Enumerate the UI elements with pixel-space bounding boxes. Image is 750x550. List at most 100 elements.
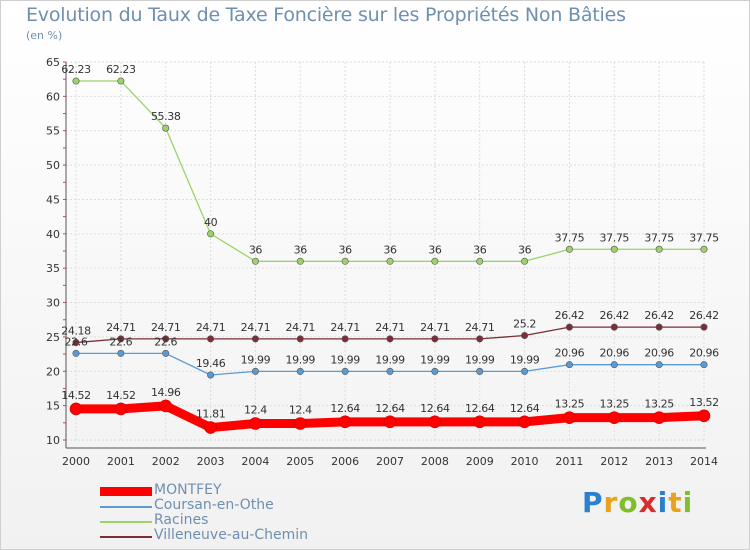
data-point — [428, 415, 442, 429]
x-tick-label: 2006 — [331, 455, 359, 468]
data-label: 13.25 — [555, 398, 585, 411]
data-point — [610, 361, 618, 369]
proxiti-logo: Proxiti — [582, 486, 693, 519]
data-label: 12.4 — [289, 404, 312, 417]
data-label: 12.64 — [420, 402, 450, 415]
x-tick-label: 2000 — [62, 455, 90, 468]
y-tick-label: 25 — [46, 331, 60, 344]
data-label: 19.99 — [286, 353, 316, 366]
data-point — [72, 77, 80, 85]
data-label: 26.42 — [644, 309, 674, 322]
data-label: 14.52 — [61, 389, 91, 402]
data-point — [476, 367, 484, 375]
data-label: 40 — [204, 216, 218, 229]
logo-letter: o — [618, 486, 639, 519]
data-label: 24.71 — [286, 321, 316, 334]
data-point — [296, 367, 304, 375]
logo-letter: P — [582, 486, 604, 519]
x-tick-label: 2004 — [241, 455, 269, 468]
legend-label: Racines — [154, 512, 209, 528]
legend-swatch — [100, 521, 152, 523]
y-tick-label: 65 — [46, 56, 60, 69]
data-label: 37.75 — [644, 231, 674, 244]
data-label: 14.96 — [151, 386, 181, 399]
data-point — [338, 415, 352, 429]
x-tick-label: 2001 — [107, 455, 135, 468]
data-label: 19.99 — [510, 353, 540, 366]
data-label: 37.75 — [555, 231, 585, 244]
chart-title: Evolution du Taux de Taxe Foncière sur l… — [26, 4, 626, 26]
logo-letter: r — [603, 486, 619, 519]
data-label: 13.52 — [689, 396, 719, 409]
y-tick-label: 20 — [46, 365, 60, 378]
data-point — [565, 245, 573, 253]
data-label: 20.96 — [555, 347, 585, 360]
data-label: 37.75 — [689, 231, 719, 244]
x-tick-label: 2009 — [466, 455, 494, 468]
data-point — [473, 415, 487, 429]
x-tick-label: 2011 — [555, 455, 583, 468]
data-label: 36 — [383, 243, 397, 256]
data-point — [700, 361, 708, 369]
x-tick-label: 2014 — [690, 455, 718, 468]
data-point — [383, 415, 397, 429]
legend-label: Coursan-en-Othe — [154, 497, 274, 513]
data-label: 24.71 — [375, 321, 405, 334]
y-tick-label: 45 — [46, 193, 60, 206]
data-point — [162, 124, 170, 132]
data-label: 24.71 — [151, 321, 181, 334]
data-label: 24.71 — [330, 321, 360, 334]
data-point — [114, 402, 128, 416]
legend-swatch — [100, 536, 152, 538]
data-label: 36 — [339, 243, 353, 256]
data-label: 36 — [428, 243, 442, 256]
data-point — [117, 77, 125, 85]
data-point — [521, 332, 529, 340]
data-point — [476, 257, 484, 265]
data-point — [117, 335, 125, 343]
data-point — [610, 323, 618, 331]
data-point — [341, 335, 349, 343]
legend-label: MONTFEY — [154, 482, 222, 498]
data-point — [293, 417, 307, 430]
y-tick-label: 35 — [46, 262, 60, 275]
data-point — [72, 339, 80, 347]
data-label: 24.71 — [420, 321, 450, 334]
data-point — [296, 335, 304, 343]
x-tick-label: 2013 — [645, 455, 673, 468]
data-point — [697, 409, 711, 423]
data-label: 12.4 — [244, 404, 267, 417]
x-tick-label: 2002 — [152, 455, 180, 468]
legend-swatch — [100, 487, 152, 496]
data-label: 13.25 — [600, 398, 630, 411]
data-point — [521, 367, 529, 375]
legend-label: Villeneuve-au-Chemin — [154, 527, 309, 543]
data-point — [162, 349, 170, 357]
logo-letter: t — [668, 486, 683, 519]
logo-letter: i — [657, 486, 669, 519]
data-label: 12.64 — [510, 402, 540, 415]
data-point — [518, 415, 531, 429]
x-tick-label: 2012 — [600, 455, 628, 468]
x-tick-label: 2008 — [421, 455, 449, 468]
data-point — [431, 335, 439, 343]
y-unit-label: (en %) — [26, 29, 63, 42]
logo-letter: i — [682, 486, 694, 519]
data-label: 12.64 — [375, 402, 405, 415]
data-label: 24.71 — [465, 321, 495, 334]
data-label: 26.42 — [555, 309, 585, 322]
data-label: 14.52 — [106, 389, 136, 402]
data-label: 19.46 — [196, 357, 226, 370]
x-tick-label: 2003 — [197, 455, 225, 468]
y-tick-label: 40 — [46, 228, 60, 241]
data-label: 26.42 — [600, 309, 630, 322]
y-tick-label: 50 — [46, 159, 60, 172]
data-label: 24.71 — [196, 321, 226, 334]
data-point — [69, 402, 83, 416]
data-point — [207, 335, 215, 343]
data-point — [386, 257, 394, 265]
data-label: 11.81 — [196, 408, 226, 421]
data-label: 55.38 — [151, 110, 181, 123]
data-label: 36 — [249, 243, 263, 256]
data-point — [251, 335, 259, 343]
